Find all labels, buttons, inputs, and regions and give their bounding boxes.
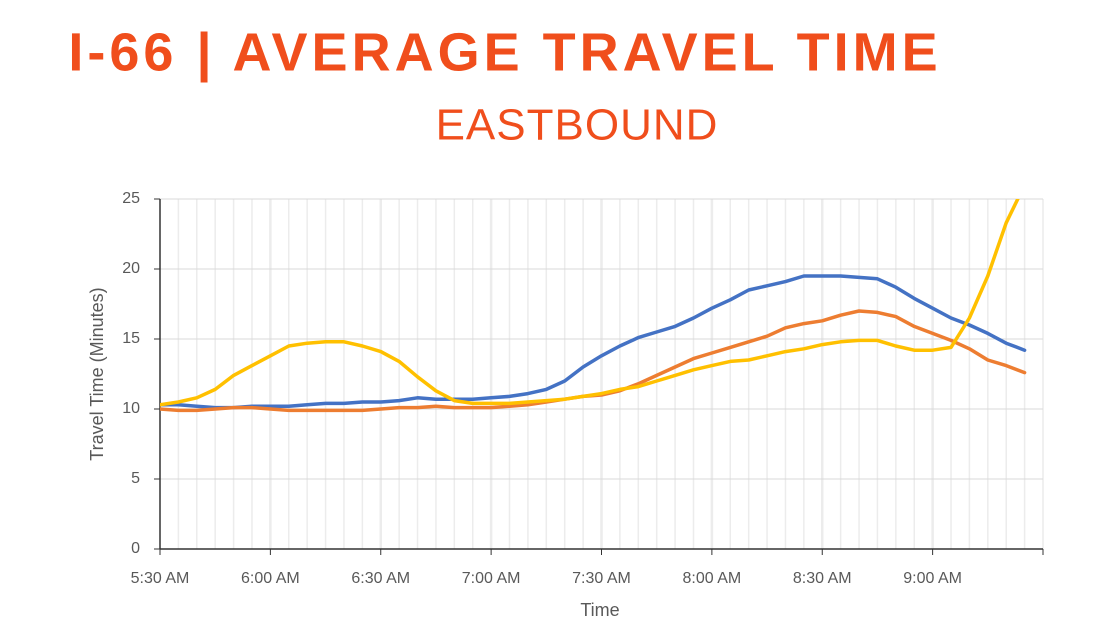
series-line bbox=[160, 274, 1027, 410]
x-tick-label: 6:30 AM bbox=[351, 570, 410, 587]
y-tick-label: 0 bbox=[131, 540, 140, 557]
x-tick-label: 7:30 AM bbox=[572, 570, 631, 587]
x-tick-label: 8:30 AM bbox=[793, 570, 852, 587]
chart-subtitle: EASTBOUND bbox=[436, 101, 719, 150]
y-tick-label: 5 bbox=[131, 470, 140, 487]
series-line bbox=[160, 199, 1020, 407]
y-tick-label: 15 bbox=[122, 330, 140, 347]
x-axis-title: Time bbox=[580, 600, 619, 620]
y-axis-title: Travel Time (Minutes) bbox=[87, 287, 107, 460]
y-tick-label: 20 bbox=[122, 260, 140, 277]
y-tick-label: 10 bbox=[122, 400, 140, 417]
x-tick-label: 6:00 AM bbox=[241, 570, 300, 587]
x-tick-label: 5:30 AM bbox=[131, 570, 190, 587]
chart-title: I-66 | AVERAGE TRAVEL TIME bbox=[68, 22, 941, 83]
x-tick-label: 9:00 AM bbox=[903, 570, 962, 587]
x-tick-label: 8:00 AM bbox=[683, 570, 742, 587]
y-tick-label: 25 bbox=[122, 190, 140, 207]
x-tick-label: 7:00 AM bbox=[462, 570, 521, 587]
plot-area bbox=[160, 199, 1027, 413]
